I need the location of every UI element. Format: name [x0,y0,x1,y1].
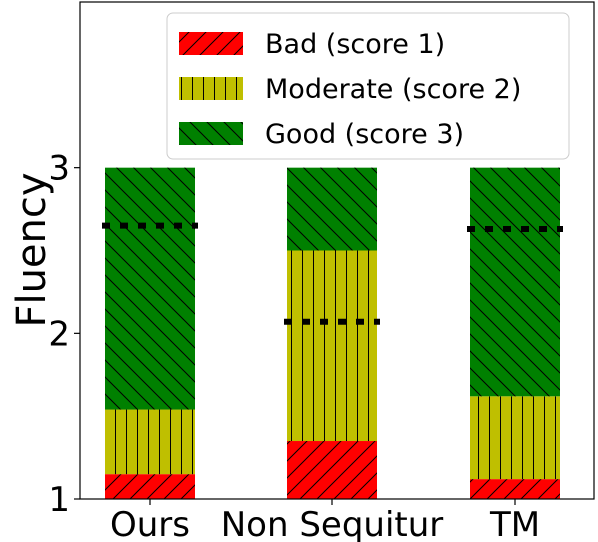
y-axis: 1 2 3 [48,149,80,520]
bar-segment-ours-series-3 [105,167,195,410]
bar-segment-tm-series-1 [470,479,560,499]
legend-label: Moderate (score 2) [265,74,521,105]
y-tick-label: 1 [48,480,70,520]
plot-frame [79,1,595,500]
x-axis: Ours Non Sequitur TM [110,499,540,542]
bar-segment-tm-series-2 [470,396,560,480]
y-tick-label: 3 [48,149,70,189]
legend-box [166,12,570,160]
legend-item: Good (score 3) [179,119,464,150]
bar-segment-ours-series-2 [105,409,195,475]
bar-segment-ours-series-1 [105,474,195,499]
bars-layer [105,167,560,499]
x-tick-label: Non Sequitur [221,505,444,542]
y-tick-label: 2 [48,314,70,354]
bar-segment-non-sequitur-series-1 [287,441,377,499]
bar-segment-tm-series-3 [470,167,560,397]
legend-label: Bad (score 1) [265,29,445,60]
mean-markers-layer [102,222,563,325]
x-tick-label: TM [489,505,540,542]
y-axis-label: Fluency [9,172,55,327]
bar-segment-non-sequitur-series-2 [287,250,377,442]
x-tick-label: Ours [110,505,190,542]
bar-segment-non-sequitur-series-3 [287,167,377,251]
legend-item: Bad (score 1) [179,29,445,60]
legend: Bad (score 1) Moderate (score 2) Good (sco… [166,12,570,160]
legend-label: Good (score 3) [265,119,464,150]
legend-item: Moderate (score 2) [179,74,521,105]
